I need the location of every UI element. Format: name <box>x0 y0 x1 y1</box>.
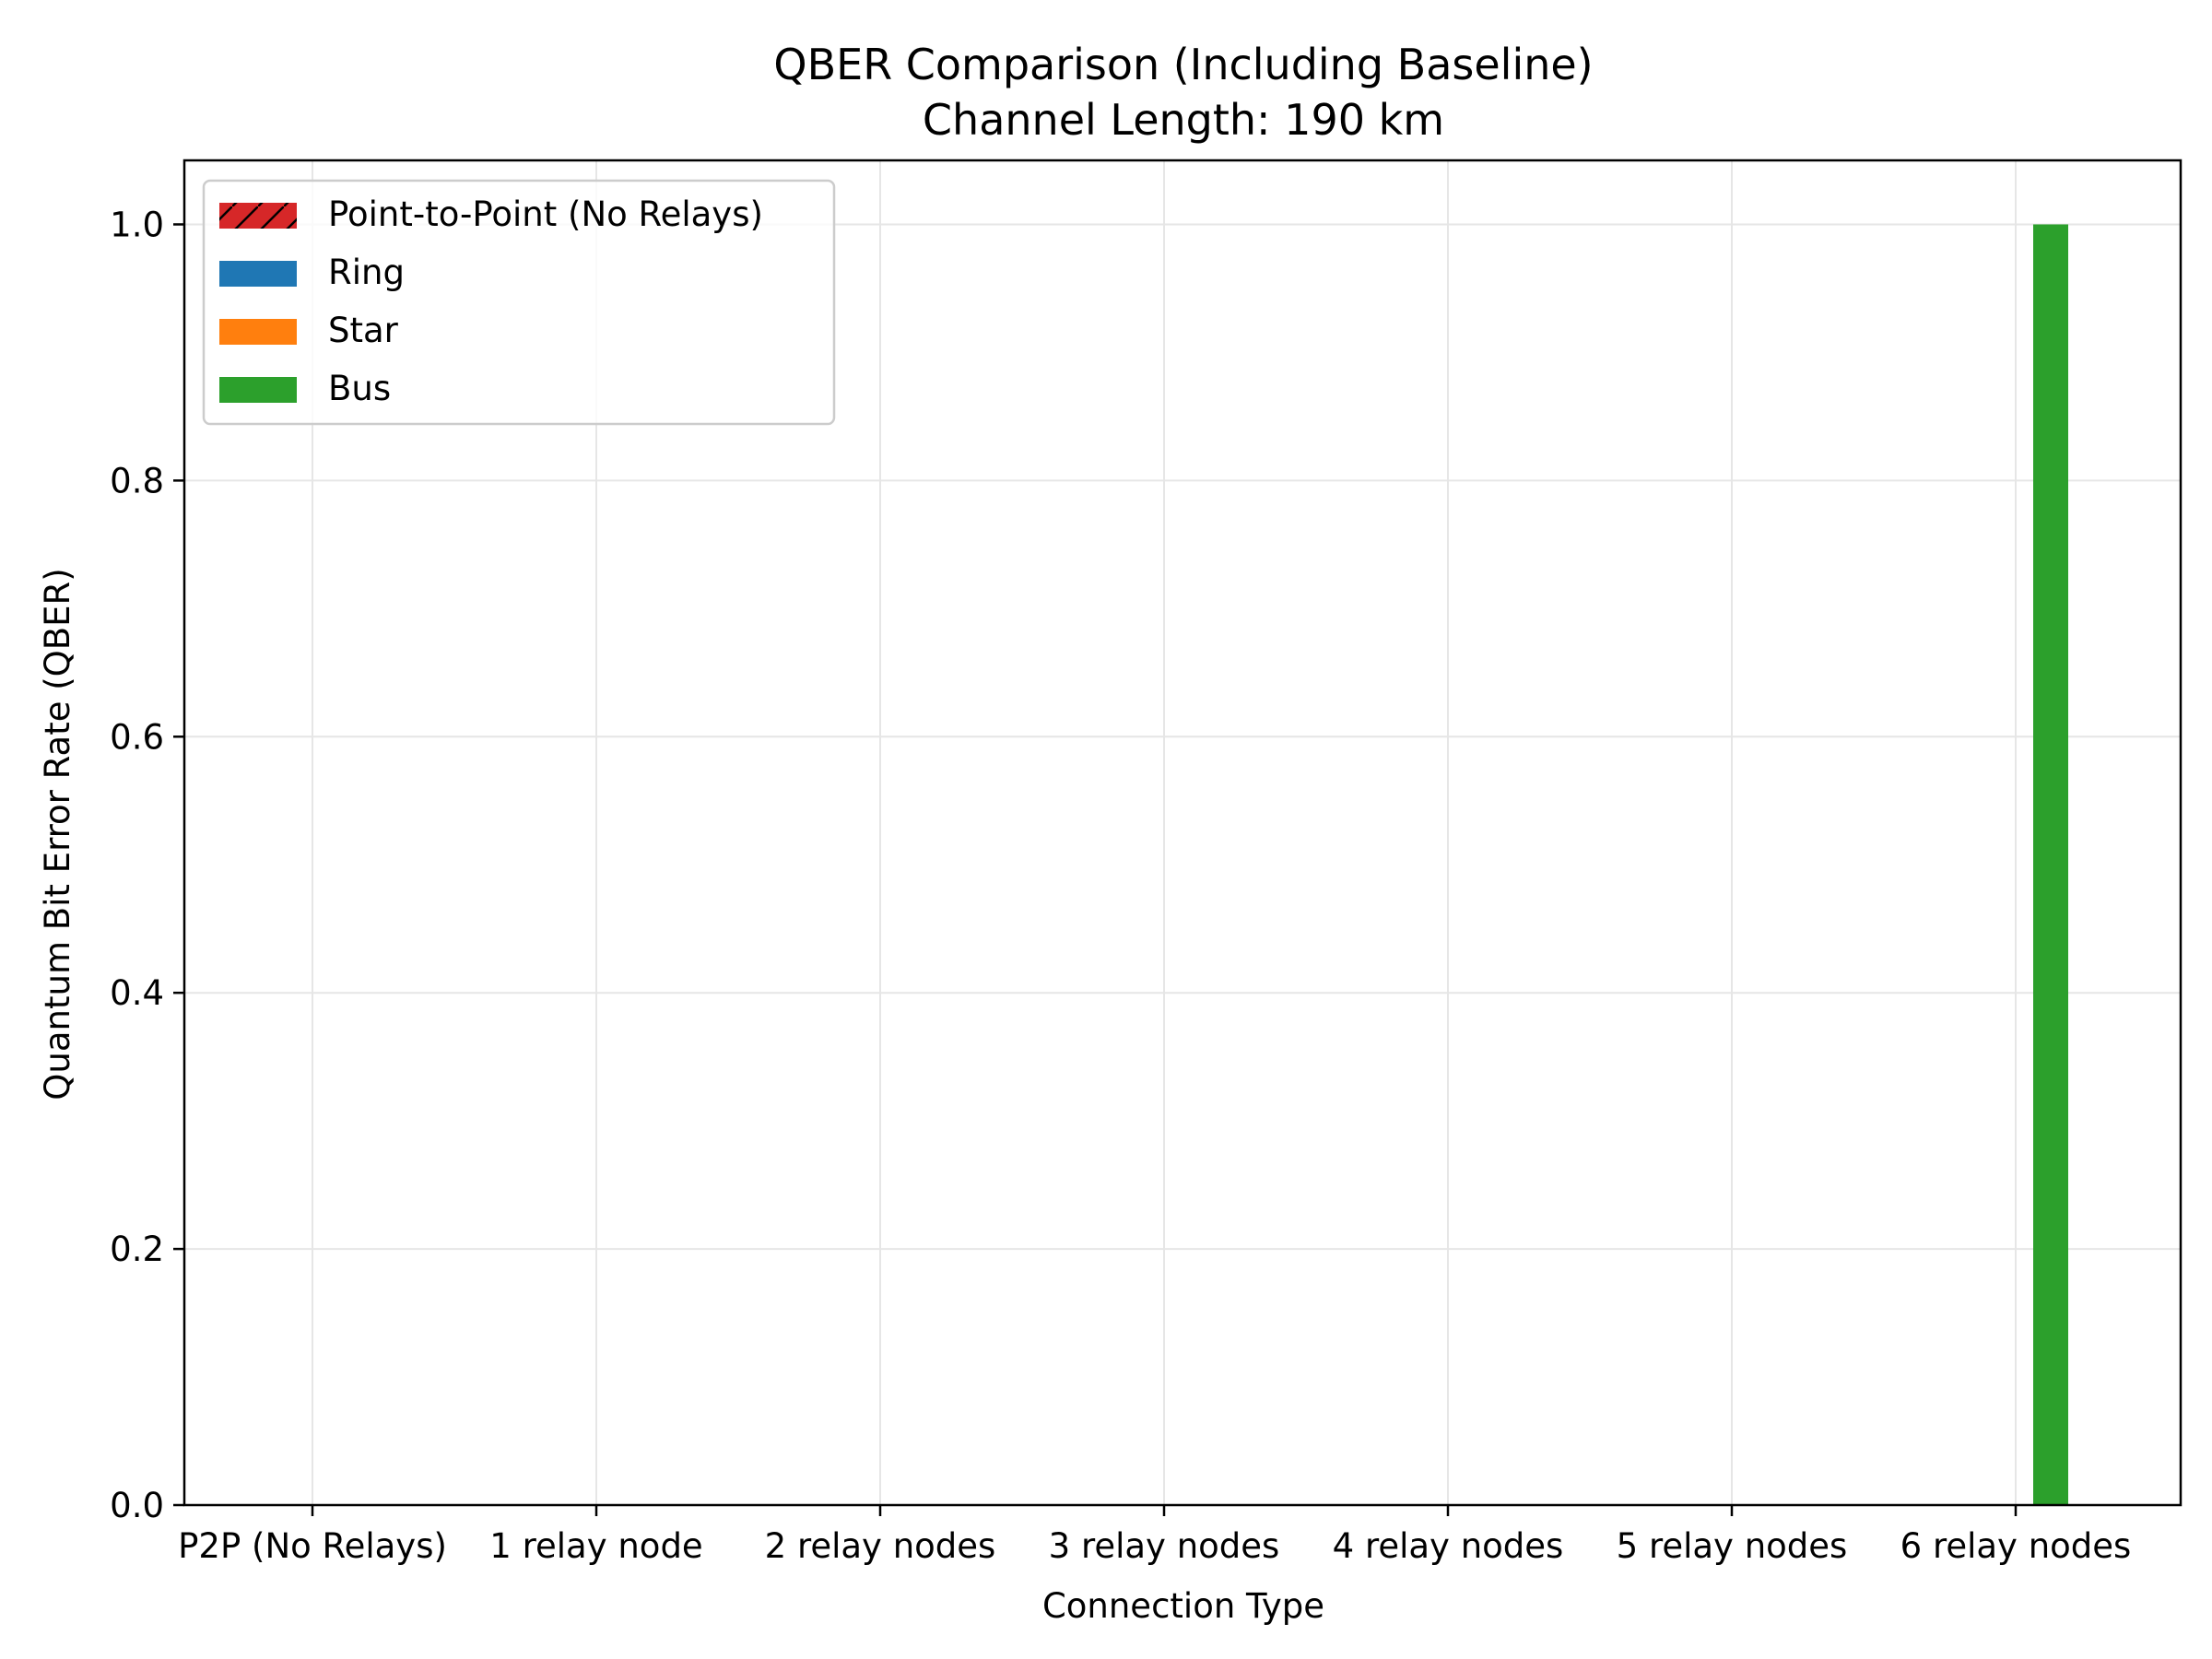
axes-group <box>173 159 2183 1516</box>
legend-swatch <box>219 203 297 229</box>
y-tick-label: 0.0 <box>110 1486 164 1525</box>
x-tick-label: 4 relay nodes <box>1333 1526 1564 1566</box>
plot-frame <box>182 159 2183 1507</box>
legend-label: Star <box>328 311 399 350</box>
y-tick-label: 0.4 <box>110 973 164 1013</box>
x-tick-label: 5 relay nodes <box>1617 1526 1848 1566</box>
x-tick-label: P2P (No Relays) <box>178 1526 447 1566</box>
x-tick-label: 2 relay nodes <box>765 1526 996 1566</box>
chart-subtitle: Channel Length: 190 km <box>923 95 1444 145</box>
legend: Point-to-Point (No Relays) Ring Star Bus <box>202 179 836 426</box>
legend-label: Point-to-Point (No Relays) <box>328 194 763 234</box>
legend-swatch <box>219 319 297 345</box>
x-axis-label: Connection Type <box>1042 1586 1324 1626</box>
legend-frame <box>202 179 836 426</box>
y-tick-label: 0.2 <box>110 1230 164 1269</box>
x-tick-label: 1 relay node <box>489 1526 702 1566</box>
legend-label: Ring <box>328 253 405 292</box>
bar-bus-6 <box>2033 224 2068 1505</box>
y-tick-label: 1.0 <box>110 205 164 244</box>
bars-group <box>2033 224 2068 1505</box>
x-tick-label: 6 relay nodes <box>1900 1526 2132 1566</box>
y-axis-label: Quantum Bit Error Rate (QBER) <box>38 568 77 1100</box>
legend-label: Bus <box>328 369 391 408</box>
x-tick-label: 3 relay nodes <box>1049 1526 1280 1566</box>
y-tick-label: 0.8 <box>110 461 164 500</box>
legend-swatch <box>219 377 297 403</box>
x-tick-labels: P2P (No Relays) 1 relay node 2 relay nodes… <box>178 1526 2131 1566</box>
y-tick-labels: 0.0 0.2 0.4 0.6 0.8 1.0 <box>110 205 164 1525</box>
legend-swatch <box>219 261 297 287</box>
chart-title: QBER Comparison (Including Baseline) <box>773 40 1593 89</box>
y-tick-label: 0.6 <box>110 717 164 757</box>
